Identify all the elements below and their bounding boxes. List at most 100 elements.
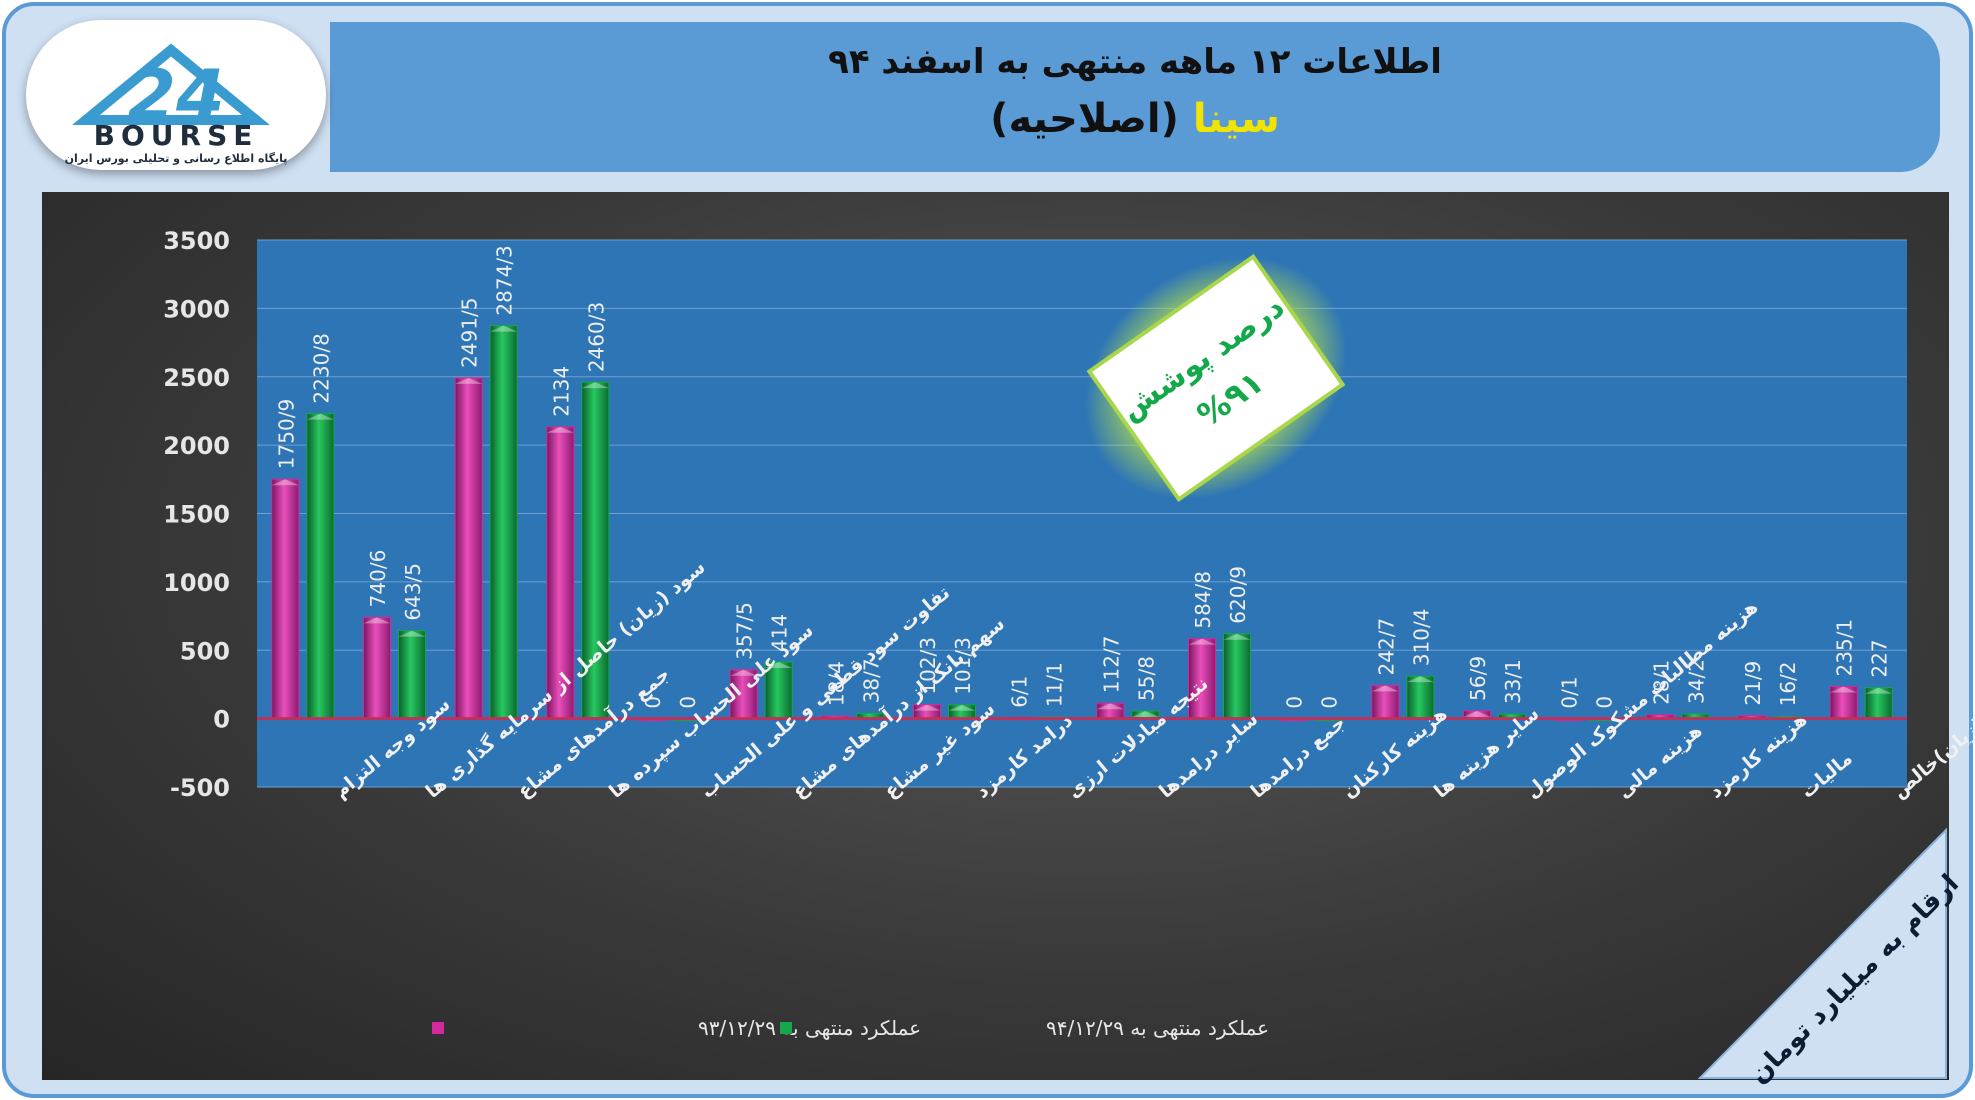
logo-tagline: پایگاه اطلاع رسانی و تحلیلی بورس ایران bbox=[65, 152, 288, 165]
data-label: 16/2 bbox=[1776, 661, 1800, 706]
legend-swatch-2 bbox=[780, 1022, 792, 1034]
data-label: 33/1 bbox=[1501, 659, 1525, 704]
logo-graphic: 24 BOURSE پایگاه اطلاع رسانی و تحلیلی بو… bbox=[65, 43, 288, 165]
bar-series2 bbox=[764, 661, 793, 720]
data-label: 102/3 bbox=[916, 637, 940, 695]
y-axis: -500 0 500 1000 1500 2000 2500 3000 3500 bbox=[163, 227, 230, 802]
data-label: 0 bbox=[676, 696, 700, 709]
data-label: 2230/8 bbox=[309, 333, 333, 403]
bar-series1 bbox=[454, 377, 483, 720]
coverage-badge: درصد پوشش %۹۱ bbox=[1038, 207, 1394, 549]
bar-cap bbox=[490, 325, 518, 332]
bar-cap bbox=[913, 704, 941, 711]
y-tick-label: 2000 bbox=[163, 432, 230, 460]
data-label: 101/3 bbox=[951, 637, 975, 695]
bar-cap bbox=[948, 704, 976, 711]
bar-series2 bbox=[306, 413, 335, 720]
bar-series2 bbox=[1406, 675, 1435, 720]
y-tick-label: -500 bbox=[170, 774, 230, 802]
data-label: 55/8 bbox=[1134, 656, 1158, 701]
legend-label-1: عملکرد منتهی به ۹۳/۱۲/۲۹ bbox=[698, 1016, 921, 1040]
bars bbox=[271, 325, 1893, 722]
data-label: 242/7 bbox=[1374, 618, 1398, 676]
data-label: 1750/9 bbox=[274, 399, 298, 469]
logo-number: 24 bbox=[127, 55, 224, 137]
data-label: 2874/3 bbox=[493, 245, 517, 315]
data-label: 34/2 bbox=[1684, 659, 1708, 704]
data-label: 0 bbox=[641, 696, 665, 709]
data-label: 21/9 bbox=[1741, 661, 1765, 706]
legend-swatch-1 bbox=[432, 1022, 444, 1034]
bar-series2 bbox=[1864, 687, 1893, 720]
y-tick-label: 3000 bbox=[163, 295, 230, 323]
data-label: 357/5 bbox=[733, 602, 757, 660]
page-title: اطلاعات ۱۲ ماهه منتهی به اسفند ۹۴ bbox=[828, 42, 1442, 82]
data-label: 310/4 bbox=[1409, 609, 1433, 667]
bar-series1 bbox=[729, 669, 758, 720]
data-label: 56/9 bbox=[1466, 656, 1490, 701]
bar-cap bbox=[1371, 685, 1399, 692]
y-tick-label: 0 bbox=[213, 706, 230, 734]
data-label: 6/1 bbox=[1008, 676, 1032, 708]
value-labels: 1750/9 2230/8 740/6 643/5 2491/5 2874/3 2134 24… bbox=[274, 245, 1891, 708]
bar-cap bbox=[730, 669, 758, 676]
data-label: 18/4 bbox=[824, 661, 848, 706]
bar-series2 bbox=[489, 325, 518, 720]
legend-label-2: عملکرد منتهی به ۹۴/۱۲/۲۹ bbox=[1046, 1016, 1269, 1040]
data-label: 584/8 bbox=[1191, 571, 1215, 629]
data-label: 620/9 bbox=[1226, 566, 1250, 624]
grid-lines bbox=[257, 239, 1907, 788]
bar-series2 bbox=[581, 381, 610, 720]
bar-cap bbox=[581, 382, 609, 389]
data-label: 643/5 bbox=[401, 563, 425, 621]
y-tick-label: 3500 bbox=[163, 227, 230, 255]
data-label: 112/7 bbox=[1099, 636, 1123, 694]
data-label: 2491/5 bbox=[458, 298, 482, 368]
y-tick-label: 1500 bbox=[163, 501, 230, 529]
bar-series2 bbox=[1223, 633, 1251, 720]
data-label: 11/1 bbox=[1043, 662, 1067, 707]
data-label: 0 bbox=[1593, 696, 1617, 709]
logo-brand: BOURSE bbox=[94, 119, 259, 152]
bar-cap bbox=[363, 617, 391, 624]
bar-cap bbox=[1830, 686, 1858, 693]
data-label: 0/1 bbox=[1558, 676, 1582, 708]
company-suffix: (اصلاحیه) bbox=[990, 96, 1179, 142]
data-label: 38/7 bbox=[859, 658, 883, 703]
bar-cap bbox=[455, 377, 483, 384]
logo: 24 BOURSE پایگاه اطلاع رسانی و تحلیلی بو… bbox=[26, 20, 326, 170]
bar-series1 bbox=[363, 616, 391, 720]
bar-series2 bbox=[398, 630, 426, 720]
data-label: 740/6 bbox=[366, 550, 390, 608]
company-title: سینا (اصلاحیه) bbox=[330, 96, 1940, 142]
data-label: 0 bbox=[1283, 696, 1307, 709]
y-tick-label: 1000 bbox=[163, 569, 230, 597]
bar-cap bbox=[306, 413, 334, 420]
data-label: 414 bbox=[768, 614, 792, 652]
bar-cap bbox=[1865, 687, 1893, 694]
bar-series1 bbox=[1188, 638, 1216, 720]
bar-cap bbox=[546, 426, 574, 433]
bar-cap bbox=[1463, 710, 1491, 717]
bar-cap bbox=[271, 479, 299, 486]
data-label: 28/1 bbox=[1649, 660, 1673, 705]
bar-series1 bbox=[1371, 684, 1400, 720]
bar-cap bbox=[1188, 638, 1216, 645]
bar-series1 bbox=[546, 426, 575, 720]
bar-cap bbox=[1223, 633, 1251, 640]
bar-series1 bbox=[1829, 685, 1858, 720]
bar-cap bbox=[1406, 676, 1434, 683]
bar-cap bbox=[765, 662, 793, 669]
unit-note: ارقام به میلیارد تومان bbox=[1697, 827, 1965, 1090]
company-name: سینا bbox=[1192, 96, 1280, 142]
bar-cap bbox=[1131, 710, 1159, 717]
legend: عملکرد منتهی به ۹۳/۱۲/۲۹ عملکرد منتهی به… bbox=[432, 1016, 1269, 1040]
y-tick-label: 2500 bbox=[163, 364, 230, 392]
y-tick-label: 500 bbox=[180, 637, 230, 665]
title-bar bbox=[330, 22, 1940, 172]
data-label: 235/1 bbox=[1833, 619, 1857, 677]
data-label: 227 bbox=[1868, 639, 1892, 677]
bar-cap bbox=[1096, 703, 1124, 710]
